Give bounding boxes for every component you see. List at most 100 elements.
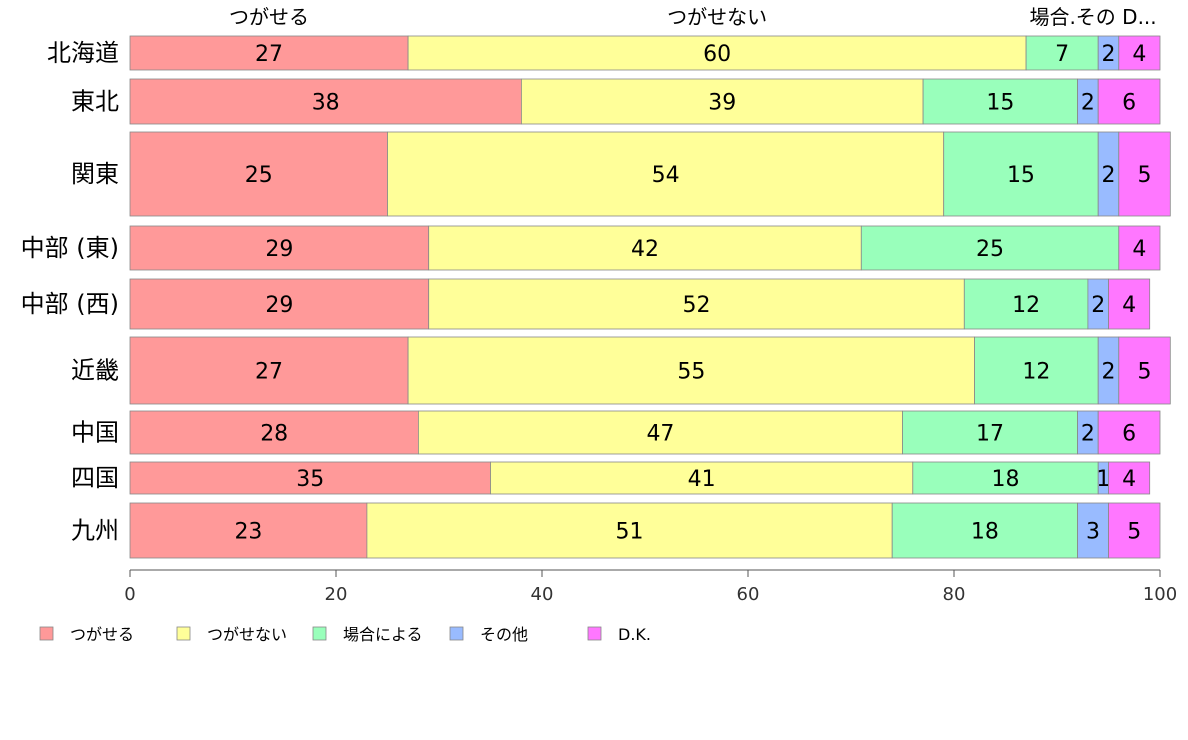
top-series-label: 場合.その D... xyxy=(1029,5,1156,29)
data-label: 2 xyxy=(1102,360,1116,385)
data-label: 2 xyxy=(1081,422,1095,447)
bar-segment xyxy=(129,410,419,455)
bar-segment xyxy=(963,278,1089,330)
bar-segment xyxy=(1118,131,1171,217)
bar-segment xyxy=(860,225,1120,271)
legend-label: D.K. xyxy=(618,625,651,644)
data-label: 38 xyxy=(312,91,340,116)
data-label: 4 xyxy=(1122,467,1136,492)
top-series-label: つがせる xyxy=(229,5,309,29)
data-label: 7 xyxy=(1055,42,1069,67)
data-label: 18 xyxy=(971,520,999,545)
bar-segment xyxy=(428,278,965,330)
bar-segment xyxy=(1097,78,1161,125)
data-label: 29 xyxy=(265,237,293,262)
x-tick-label: 40 xyxy=(531,584,554,605)
data-label: 4 xyxy=(1132,42,1146,67)
bar-segment xyxy=(1097,410,1161,455)
category-label: 北海道 xyxy=(47,39,119,67)
data-label: 18 xyxy=(992,467,1020,492)
category-label: 東北 xyxy=(71,88,119,116)
bar-segment xyxy=(129,336,409,405)
category-label: 四国 xyxy=(71,464,119,492)
bar-segment xyxy=(366,502,893,559)
bar-segment xyxy=(943,131,1099,217)
data-label: 4 xyxy=(1132,237,1146,262)
bar-segment xyxy=(1118,35,1161,71)
data-label: 5 xyxy=(1138,163,1152,188)
bar-segment xyxy=(129,131,388,217)
bar-segment xyxy=(129,502,368,559)
data-label: 55 xyxy=(677,360,705,385)
data-label: 15 xyxy=(1007,163,1035,188)
data-label: 3 xyxy=(1086,520,1100,545)
bar-segment xyxy=(1118,336,1171,405)
data-label: 12 xyxy=(1022,360,1050,385)
category-label: 近畿 xyxy=(71,357,119,385)
data-label: 2 xyxy=(1102,42,1116,67)
bar-segment xyxy=(407,35,1027,71)
x-tick-label: 60 xyxy=(737,584,760,605)
data-label: 12 xyxy=(1012,293,1040,318)
bar-segment xyxy=(1025,35,1099,71)
data-label: 5 xyxy=(1138,360,1152,385)
bar-segment xyxy=(129,461,491,495)
data-label: 39 xyxy=(708,91,736,116)
top-series-label: つがせない xyxy=(667,5,767,29)
data-label: 27 xyxy=(255,360,283,385)
bar-segment xyxy=(129,225,430,271)
bar-segment xyxy=(428,225,862,271)
bar-segment xyxy=(1108,502,1161,559)
data-label: 52 xyxy=(683,293,711,318)
data-label: 25 xyxy=(976,237,1004,262)
data-label: 35 xyxy=(296,467,324,492)
data-label: 28 xyxy=(260,422,288,447)
data-label: 60 xyxy=(703,42,731,67)
legend-swatch xyxy=(176,626,191,641)
bar-segment xyxy=(1077,502,1109,559)
bar-segment xyxy=(387,131,945,217)
legend-swatch xyxy=(587,626,602,641)
data-label: 1 xyxy=(1096,467,1110,492)
data-label: 42 xyxy=(631,237,659,262)
legend-swatch xyxy=(312,626,327,641)
bar-segment xyxy=(1118,225,1161,271)
category-label: 中国 xyxy=(71,419,119,447)
category-label: 中部 (西) xyxy=(21,290,119,318)
data-label: 6 xyxy=(1122,91,1136,116)
data-label: 23 xyxy=(234,520,262,545)
data-label: 27 xyxy=(255,42,283,67)
x-tick-label: 0 xyxy=(124,584,135,605)
bar-segment xyxy=(902,410,1079,455)
bar-segment xyxy=(129,278,430,330)
bar-segment xyxy=(407,336,976,405)
data-label: 25 xyxy=(245,163,273,188)
legend-label: つがせない xyxy=(207,625,287,644)
category-label: 九州 xyxy=(71,517,119,545)
data-label: 29 xyxy=(265,293,293,318)
category-label: 関東 xyxy=(71,160,119,188)
data-label: 4 xyxy=(1122,293,1136,318)
legend-swatch xyxy=(39,626,54,641)
data-label: 15 xyxy=(986,91,1014,116)
bar-segment xyxy=(129,78,522,125)
x-tick-label: 20 xyxy=(325,584,348,605)
bar-segment xyxy=(1108,278,1151,330)
bar-segment xyxy=(922,78,1078,125)
x-tick-label: 80 xyxy=(943,584,966,605)
data-label: 47 xyxy=(646,422,674,447)
category-label: 中部 (東) xyxy=(21,234,119,262)
bar-segment xyxy=(1108,461,1151,495)
data-label: 2 xyxy=(1081,91,1095,116)
data-label: 5 xyxy=(1127,520,1141,545)
x-tick-label: 100 xyxy=(1143,584,1177,605)
bar-segment xyxy=(891,502,1079,559)
data-label: 17 xyxy=(976,422,1004,447)
bar-segment xyxy=(974,336,1099,405)
data-label: 54 xyxy=(652,163,680,188)
bar-segment xyxy=(129,35,409,71)
legend-swatch xyxy=(449,626,464,641)
data-label: 51 xyxy=(616,520,644,545)
